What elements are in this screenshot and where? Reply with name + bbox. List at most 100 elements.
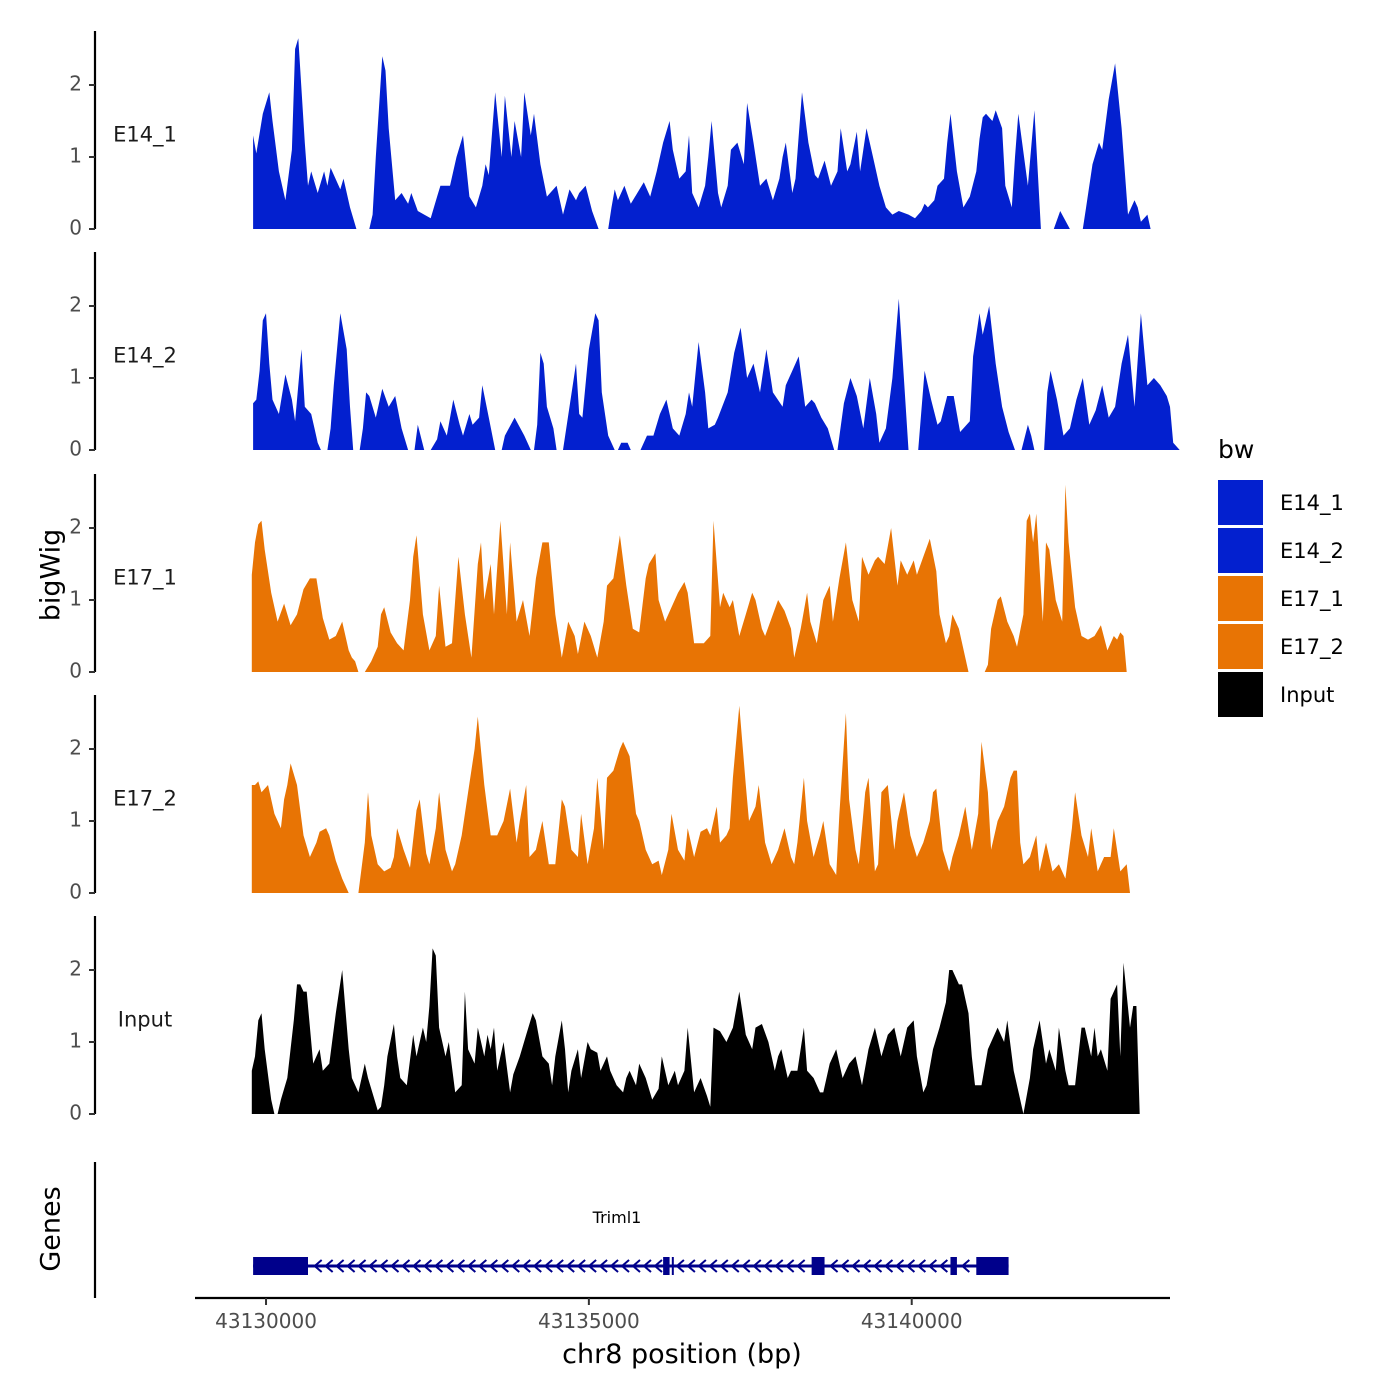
- legend-label-e17-2: E17_2: [1280, 635, 1344, 660]
- strand-arrow: [532, 1259, 542, 1273]
- legend-swatch-e17-2: [1218, 624, 1263, 669]
- strand-arrow: [433, 1259, 444, 1273]
- strand-arrow: [719, 1259, 729, 1273]
- strand-arrow: [763, 1259, 773, 1273]
- track-e17-1: 0 1 2 E17_1: [69, 474, 1127, 683]
- strand-arrow: [510, 1259, 520, 1273]
- strand-arrow: [357, 1259, 367, 1273]
- y-tick-label: 0: [69, 437, 82, 461]
- strand-arrow: [620, 1259, 630, 1273]
- strand-arrow: [851, 1259, 861, 1273]
- track-label-e14-2: E14_2: [113, 343, 177, 368]
- strand-arrow: [752, 1259, 762, 1273]
- strand-arrow: [598, 1259, 608, 1273]
- strand-arrow: [543, 1259, 553, 1273]
- legend-swatch-input: [1218, 672, 1263, 717]
- strand-arrow: [631, 1259, 641, 1273]
- legend: bw E14_1 E14_2 E17_1 E17_2 Input: [1218, 435, 1344, 717]
- gene-exon: [950, 1257, 957, 1275]
- legend-label-e17-1: E17_1: [1280, 587, 1344, 612]
- track-input: 0 1 2 Input: [69, 916, 1140, 1125]
- gene-name-label: Triml1: [592, 1208, 642, 1227]
- strand-arrow: [324, 1259, 334, 1273]
- strand-arrow: [675, 1259, 685, 1273]
- strand-arrow: [335, 1259, 345, 1273]
- strand-arrow: [916, 1259, 927, 1273]
- y-tick-label: 2: [69, 72, 82, 96]
- legend-swatch-e14-1: [1218, 480, 1263, 525]
- legend-label-e14-1: E14_1: [1280, 491, 1344, 516]
- strand-arrow: [686, 1259, 696, 1273]
- coverage-tracks: 0 1 2 E14_1 0 1 2 E14_2 0 1 2 E17_1 0 1 2 E17_2 0 1 2 Input: [69, 31, 1180, 1125]
- gene-exon: [663, 1257, 670, 1275]
- x-tick-label: 43130000: [215, 1309, 317, 1333]
- gene-model: [253, 1257, 1009, 1275]
- legend-label-e14-2: E14_2: [1280, 539, 1344, 564]
- legend-swatch-e17-1: [1218, 576, 1263, 621]
- x-axis-ticks: 43130000 43135000 43140000: [215, 1298, 963, 1333]
- strand-arrow: [565, 1259, 575, 1273]
- coverage-area-e14-2: [253, 298, 1180, 450]
- track-label-e17-2: E17_2: [113, 786, 177, 811]
- y-tick-label: 2: [69, 957, 82, 981]
- strand-arrow: [587, 1259, 597, 1273]
- strand-arrow: [444, 1259, 455, 1273]
- strand-arrow: [883, 1259, 894, 1273]
- strand-arrow: [554, 1259, 564, 1273]
- y-tick-label: 2: [69, 736, 82, 760]
- x-axis-title: chr8 position (bp): [562, 1339, 802, 1370]
- y-tick-label: 1: [69, 587, 82, 611]
- y-tick-label: 2: [69, 515, 82, 539]
- strand-arrow: [708, 1259, 718, 1273]
- strand-arrow: [455, 1259, 466, 1273]
- strand-arrow: [861, 1259, 872, 1273]
- strand-arrow: [894, 1259, 905, 1273]
- x-tick-label: 43135000: [538, 1309, 640, 1333]
- strand-arrow: [642, 1259, 652, 1273]
- coverage-area-e17-2: [251, 705, 1131, 893]
- track-e17-2: 0 1 2 E17_2: [69, 695, 1131, 904]
- legend-swatch-e14-2: [1218, 528, 1263, 573]
- strand-arrow: [938, 1259, 949, 1273]
- legend-title: bw: [1218, 435, 1254, 464]
- strand-arrow: [411, 1259, 422, 1273]
- strand-arrow: [785, 1259, 795, 1273]
- y-tick-label: 0: [69, 880, 82, 904]
- strand-arrow: [521, 1259, 531, 1273]
- gene-track: Genes Triml1: [36, 1162, 1009, 1298]
- y-tick-label: 1: [69, 365, 82, 389]
- y-tick-label: 2: [69, 293, 82, 317]
- legend-label-input: Input: [1280, 683, 1334, 707]
- gene-exon: [811, 1257, 825, 1275]
- strand-arrow: [774, 1259, 784, 1273]
- strand-arrow: [730, 1259, 740, 1273]
- y-tick-label: 1: [69, 808, 82, 832]
- y-tick-label: 0: [69, 216, 82, 240]
- strand-arrow: [368, 1259, 378, 1273]
- y-tick-label: 1: [69, 144, 82, 168]
- strand-arrow: [477, 1259, 487, 1273]
- coverage-area-e14-1: [253, 38, 1151, 230]
- strand-arrow: [872, 1259, 883, 1273]
- coverage-area-input: [251, 948, 1140, 1114]
- strand-arrow: [905, 1259, 916, 1273]
- gene-exon: [253, 1257, 308, 1275]
- track-e14-2: 0 1 2 E14_2: [69, 252, 1180, 461]
- strand-arrow: [927, 1259, 938, 1273]
- track-e14-1: 0 1 2 E14_1: [69, 31, 1151, 240]
- x-tick-label: 43140000: [861, 1309, 963, 1333]
- strand-arrow: [400, 1259, 411, 1273]
- strand-arrow: [422, 1259, 433, 1273]
- strand-arrow: [741, 1259, 751, 1273]
- strand-arrow: [466, 1259, 477, 1273]
- y-tick-label: 0: [69, 659, 82, 683]
- strand-arrow: [960, 1259, 970, 1273]
- strand-arrow: [379, 1259, 389, 1273]
- strand-arrow: [499, 1259, 509, 1273]
- strand-arrow: [488, 1259, 498, 1273]
- coverage-area-e17-1: [251, 484, 1127, 672]
- track-label-e17-1: E17_1: [113, 565, 177, 590]
- gene-track-title: Genes: [36, 1186, 67, 1271]
- legend-items: E14_1 E14_2 E17_1 E17_2 Input: [1218, 480, 1344, 717]
